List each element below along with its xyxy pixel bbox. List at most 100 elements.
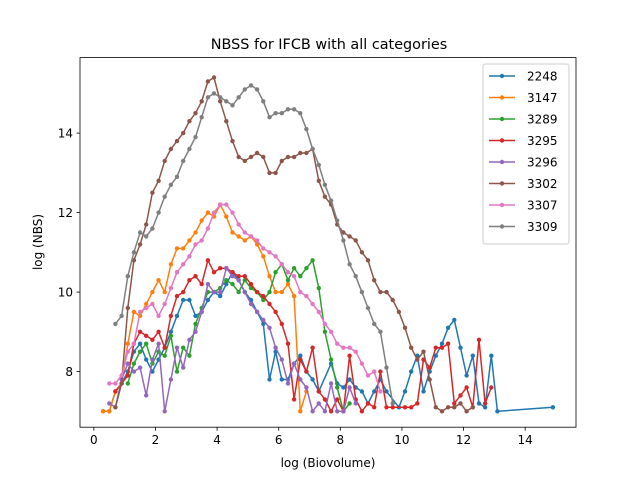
data-point	[298, 409, 303, 414]
data-point	[254, 242, 260, 247]
data-point	[409, 405, 414, 410]
data-point	[421, 389, 426, 394]
data-point	[199, 115, 204, 120]
data-point	[279, 289, 284, 295]
data-point	[335, 218, 340, 223]
data-point	[162, 409, 167, 414]
data-point	[205, 281, 211, 287]
data-point	[328, 409, 334, 414]
data-point	[199, 218, 204, 223]
data-point	[304, 126, 309, 132]
legend-label: 3147	[527, 91, 558, 105]
data-point	[205, 226, 211, 231]
data-point	[168, 262, 174, 267]
y-tick-label: 14	[58, 126, 73, 140]
data-point	[322, 397, 328, 402]
data-point	[291, 107, 297, 112]
data-point	[384, 389, 389, 394]
data-point	[187, 254, 192, 259]
x-tick-label: 14	[518, 433, 533, 447]
data-point	[353, 274, 358, 279]
data-point	[285, 107, 291, 112]
data-point	[316, 309, 321, 315]
data-point	[242, 87, 247, 92]
data-point	[150, 357, 155, 362]
data-point	[359, 361, 365, 366]
data-point	[230, 281, 235, 287]
data-point	[464, 373, 469, 378]
data-point	[187, 238, 192, 243]
legend-entry: 3147	[489, 91, 558, 105]
data-point	[224, 202, 229, 207]
data-point	[113, 321, 118, 327]
data-point	[298, 377, 303, 382]
data-point	[341, 345, 346, 350]
data-point	[427, 377, 432, 382]
legend-entry: 3307	[489, 198, 558, 212]
chart-title: NBSS for IFCB with all categories	[211, 37, 448, 53]
data-point	[211, 91, 217, 96]
data-point	[347, 262, 352, 267]
series-3302	[113, 75, 475, 414]
data-point	[211, 289, 217, 295]
data-point	[125, 381, 130, 386]
data-point	[316, 178, 321, 183]
data-point	[310, 146, 315, 152]
data-point	[144, 222, 149, 227]
data-point	[131, 309, 137, 315]
data-point	[372, 389, 377, 394]
data-point	[187, 278, 192, 283]
data-point	[248, 234, 254, 239]
data-point	[372, 369, 377, 374]
data-point	[224, 281, 229, 287]
data-point	[310, 301, 315, 307]
data-point	[359, 250, 365, 255]
legend-marker	[499, 73, 505, 79]
data-point	[211, 75, 217, 80]
y-tick-label: 10	[58, 285, 73, 299]
data-point	[291, 397, 297, 402]
data-point	[347, 345, 352, 350]
legend-entry: 3296	[489, 155, 558, 169]
data-point	[279, 158, 284, 164]
data-point	[328, 198, 334, 203]
data-point	[193, 134, 198, 140]
data-point	[291, 266, 297, 271]
data-point	[353, 238, 358, 243]
data-point	[445, 325, 451, 330]
x-axis-label: log (Biovolume)	[281, 456, 376, 470]
y-tick-label: 8	[65, 365, 73, 379]
data-point	[273, 254, 278, 259]
legend-marker	[499, 159, 505, 165]
data-point	[181, 289, 186, 295]
data-point	[285, 341, 291, 346]
series-3295	[113, 258, 494, 414]
data-point	[137, 242, 143, 247]
data-point	[218, 266, 223, 271]
data-point	[261, 154, 266, 160]
data-point	[199, 99, 204, 104]
y-axis: 8 10 12 14	[58, 126, 80, 379]
data-point	[415, 401, 420, 406]
data-point	[378, 369, 383, 374]
x-tick-label: 8	[337, 433, 345, 447]
data-point	[205, 95, 211, 100]
data-point	[310, 345, 315, 350]
data-point	[187, 337, 192, 342]
data-point	[261, 317, 266, 323]
data-point	[236, 154, 241, 160]
x-tick-label: 0	[90, 433, 98, 447]
data-point	[150, 369, 155, 374]
data-point	[218, 293, 223, 299]
data-point	[310, 409, 315, 414]
data-point	[458, 401, 463, 406]
data-point	[205, 79, 211, 84]
data-point	[236, 289, 241, 295]
data-point	[402, 325, 408, 330]
data-point	[125, 341, 130, 346]
data-point	[273, 345, 278, 350]
data-point	[353, 401, 358, 406]
data-point	[285, 270, 291, 275]
data-point	[372, 278, 377, 283]
